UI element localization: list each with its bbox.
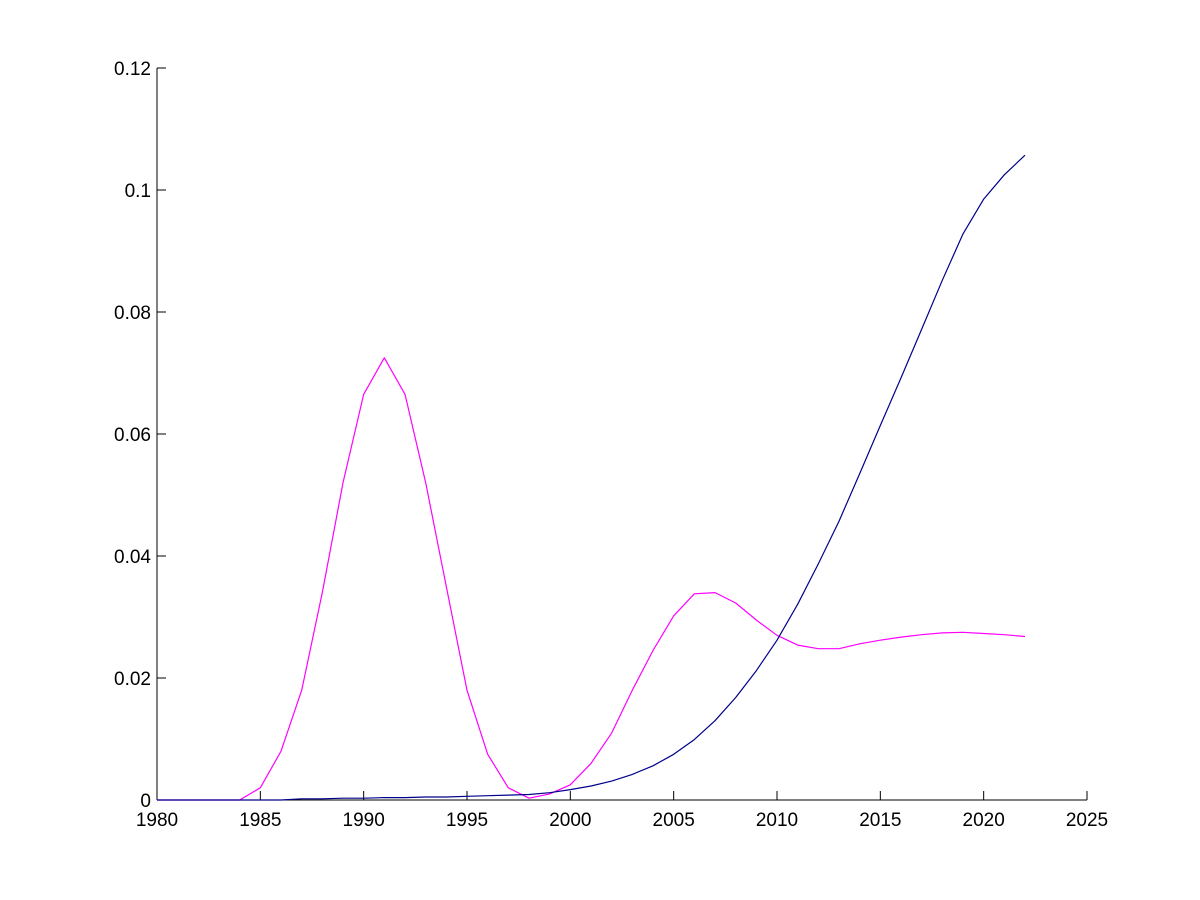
y-tick-label: 0.08: [114, 303, 151, 324]
x-tick-label: 2000: [549, 810, 591, 831]
x-tick-label: 2015: [859, 810, 901, 831]
y-tick-label: 0.06: [114, 425, 151, 446]
y-tick-label: 0.04: [114, 547, 151, 568]
x-axis-ticks: 1980 1985 1990 1995 2000 2005 2010 2015 2020 2025: [136, 791, 1108, 831]
y-tick-label: 0.1: [125, 181, 151, 202]
data-series: [157, 154, 1026, 801]
x-tick-label: 1990: [343, 810, 385, 831]
x-tick-label: 2020: [963, 810, 1005, 831]
x-tick-label: 2025: [1066, 810, 1108, 831]
y-tick-label: 0.12: [114, 59, 151, 80]
x-tick-label: 1985: [239, 810, 281, 831]
x-tick-label: 2005: [653, 810, 695, 831]
x-tick-label: 1980: [136, 810, 178, 831]
series-line-magenta: [157, 357, 1026, 801]
x-tick-label: 2010: [756, 810, 798, 831]
y-tick-label: 0.02: [114, 669, 151, 690]
y-axis-ticks: 0 0.02 0.04 0.06 0.08 0.1 0.12: [114, 59, 166, 812]
y-tick-label: 0: [140, 791, 151, 812]
series-line-blue: [157, 154, 1026, 801]
x-tick-label: 1995: [446, 810, 488, 831]
